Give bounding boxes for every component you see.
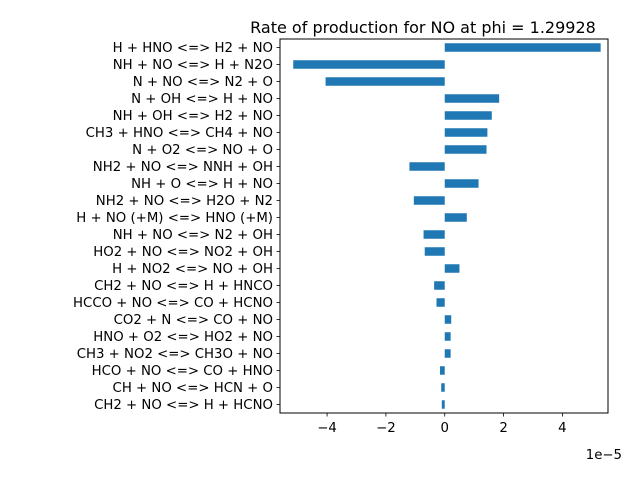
x-tick-label: −4 bbox=[317, 421, 337, 436]
x-tick-label: 0 bbox=[441, 421, 449, 436]
chart-title: Rate of production for NO at phi = 1.299… bbox=[250, 18, 596, 37]
bar-17 bbox=[444, 332, 451, 341]
category-label: CH2 + NO <=> H + HNCO bbox=[94, 279, 273, 294]
bar-11 bbox=[423, 230, 445, 239]
category-label: HNO + O2 <=> HO2 + NO bbox=[93, 330, 273, 345]
category-label: NH + O <=> H + NO bbox=[131, 177, 273, 192]
category-labels: H + HNO <=> H2 + NO NH + NO <=> H + N2O N … bbox=[73, 41, 280, 413]
category-label: H + NO2 <=> NO + OH bbox=[112, 262, 273, 277]
category-label: N + O2 <=> NO + O bbox=[132, 143, 273, 158]
bar-20 bbox=[441, 383, 445, 392]
bar-8 bbox=[444, 179, 479, 188]
category-label: N + NO <=> N2 + O bbox=[133, 75, 273, 90]
bar-15 bbox=[436, 298, 445, 307]
category-label: NH + OH <=> H2 + NO bbox=[113, 109, 273, 124]
category-label: NH2 + NO <=> NNH + OH bbox=[93, 160, 273, 175]
category-label: HCO + NO <=> CO + HNO bbox=[92, 364, 273, 379]
category-label: N + OH <=> H + NO bbox=[131, 92, 273, 107]
bar-21 bbox=[441, 400, 445, 409]
bar-3 bbox=[444, 94, 500, 103]
bar-7 bbox=[409, 162, 445, 171]
bar-12 bbox=[424, 247, 445, 256]
bar-5 bbox=[444, 128, 488, 137]
bar-10 bbox=[444, 213, 467, 222]
category-label: CH + NO <=> HCN + O bbox=[113, 381, 273, 396]
category-label: NH + NO <=> H + N2O bbox=[113, 58, 273, 73]
category-label: CH3 + NO2 <=> CH3O + NO bbox=[77, 347, 273, 362]
bar-0 bbox=[444, 43, 601, 52]
category-label: NH + NO <=> N2 + OH bbox=[113, 228, 273, 243]
bar-1 bbox=[293, 60, 445, 69]
category-label: NH2 + NO <=> H2O + N2 bbox=[96, 194, 273, 209]
bar-9 bbox=[413, 196, 445, 205]
category-label: H + HNO <=> H2 + NO bbox=[113, 41, 273, 56]
bar-16 bbox=[444, 315, 452, 324]
x-tick-label: −2 bbox=[376, 421, 396, 436]
category-label: HO2 + NO <=> NO2 + OH bbox=[93, 245, 273, 260]
bar-13 bbox=[444, 264, 460, 273]
category-label: CO2 + N <=> CO + NO bbox=[114, 313, 273, 328]
bar-18 bbox=[444, 349, 451, 358]
bars-group bbox=[293, 43, 601, 409]
category-label: CH3 + HNO <=> CH4 + NO bbox=[86, 126, 273, 141]
x-tick-label: 4 bbox=[558, 421, 566, 436]
category-label: HCCO + NO <=> CO + HCNO bbox=[73, 296, 273, 311]
category-label: H + NO (+M) <=> HNO (+M) bbox=[76, 211, 273, 226]
plot-frame bbox=[279, 38, 609, 414]
x-tick-label: 2 bbox=[499, 421, 507, 436]
x-axis-offset-label: 1e−5 bbox=[586, 448, 622, 463]
bar-2 bbox=[325, 77, 445, 86]
x-axis-ticks: −4 −2 0 2 4 bbox=[317, 413, 567, 436]
bar-19 bbox=[440, 366, 445, 375]
bar-14 bbox=[434, 281, 445, 290]
bar-4 bbox=[444, 111, 492, 120]
bar-6 bbox=[444, 145, 487, 154]
category-label: CH2 + NO <=> H + HCNO bbox=[94, 398, 273, 413]
